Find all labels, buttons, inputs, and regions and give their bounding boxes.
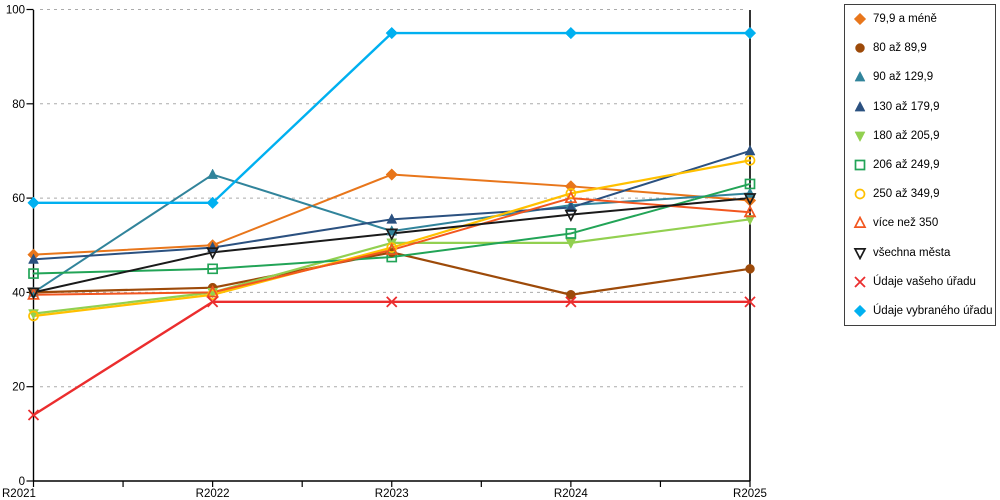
legend-item-9: Údaje vašeho úřadu	[853, 275, 991, 289]
y-tick-label: 80	[12, 99, 25, 111]
legend-item-4: 180 až 205,9	[853, 129, 991, 143]
legend-label: 90 až 129,9	[873, 71, 934, 84]
series-line-9	[32, 300, 752, 417]
y-tick-label: 40	[12, 287, 25, 299]
x-tick-label: R2021	[2, 488, 36, 500]
legend-label: 79,9 a méně	[873, 13, 937, 25]
legend-label: 250 až 349,9	[873, 188, 940, 201]
legend-square-icon	[854, 159, 866, 171]
circle-marker-icon	[745, 264, 755, 274]
legend-triangle-up-icon	[854, 71, 866, 82]
legend-circle-icon	[854, 188, 866, 200]
triangle-up-marker-icon	[854, 71, 866, 82]
legend-label: 206 až 249,9	[873, 158, 940, 171]
x-marker-icon	[206, 296, 219, 308]
circle-marker-icon	[566, 290, 576, 300]
chart-legend: 79,9 a méně 80 až 89,9 90 až 129,9 130 až 1…	[844, 4, 996, 326]
legend-item-8: všechna města	[853, 246, 991, 260]
legend-item-7: více než 350	[853, 216, 991, 230]
legend-x-icon	[854, 276, 866, 288]
circle-marker-icon	[854, 188, 866, 200]
diamond-marker-icon	[564, 26, 578, 40]
triangle-up-marker-icon	[386, 213, 398, 224]
triangle-up-marker-icon	[385, 242, 399, 255]
legend-label: 80 až 89,9	[873, 42, 927, 55]
series-line-1	[32, 251, 752, 296]
triangle-down-marker-icon	[853, 247, 867, 260]
legend-triangle-up-icon	[854, 100, 866, 111]
y-tick-label: 60	[12, 193, 25, 205]
triangle-down-marker-icon	[27, 287, 40, 300]
square-marker-icon	[207, 263, 218, 275]
diamond-marker-icon	[743, 26, 757, 40]
legend-circle-icon	[855, 43, 865, 53]
legend-item-0: 79,9 a méně	[853, 12, 991, 26]
legend-diamond-icon	[853, 304, 867, 318]
triangle-down-marker-icon	[744, 214, 756, 226]
triangle-down-marker-icon	[385, 228, 399, 241]
legend-label: Údaje vašeho úřadu	[873, 275, 976, 288]
legend-label: 180 až 205,9	[873, 129, 940, 142]
x-marker-icon	[386, 296, 398, 308]
triangle-down-marker-icon	[743, 193, 757, 206]
legend-item-3: 130 až 179,9	[853, 100, 991, 114]
legend-item-2: 90 až 129,9	[853, 70, 991, 84]
y-tick-label: 100	[6, 5, 25, 17]
triangle-up-marker-icon	[565, 201, 577, 212]
circle-marker-icon	[744, 155, 756, 166]
y-tick-label: 0	[19, 476, 25, 488]
legend-label: více než 350	[873, 217, 939, 230]
square-marker-icon	[854, 159, 866, 171]
square-marker-icon	[565, 228, 577, 239]
square-marker-icon	[28, 268, 39, 279]
triangle-up-marker-icon	[743, 204, 757, 218]
diamond-marker-icon	[385, 168, 398, 181]
legend-item-5: 206 až 249,9	[853, 158, 991, 172]
diamond-marker-icon	[27, 196, 40, 209]
legend-item-6: 250 až 349,9	[853, 187, 991, 201]
triangle-down-marker-icon	[206, 247, 220, 260]
triangle-up-marker-icon	[853, 216, 867, 229]
x-tick-label: R2024	[554, 488, 588, 500]
triangle-down-marker-icon	[564, 209, 578, 222]
diamond-marker-icon	[385, 26, 398, 40]
circle-marker-icon	[28, 310, 39, 322]
triangle-up-marker-icon	[207, 168, 219, 179]
legend-item-10: Údaje vybraného úřadu	[853, 304, 993, 318]
legend-triangle-down-icon	[853, 247, 867, 260]
triangle-up-marker-icon	[28, 253, 39, 264]
x-marker-icon	[854, 276, 866, 288]
legend-label: 130 až 179,9	[873, 100, 940, 113]
legend-label: všechna města	[873, 246, 951, 259]
triangle-up-marker-icon	[854, 100, 866, 111]
triangle-up-marker-icon	[206, 285, 220, 298]
square-marker-icon	[744, 178, 756, 190]
triangle-up-marker-icon	[744, 187, 756, 198]
diamond-marker-icon	[564, 180, 578, 193]
triangle-up-marker-icon	[564, 190, 578, 204]
diamond-marker-icon	[853, 12, 867, 26]
triangle-up-marker-icon	[207, 241, 219, 252]
x-marker-icon	[27, 409, 40, 421]
legend-triangle-down-icon	[854, 131, 866, 142]
diamond-marker-icon	[206, 196, 219, 209]
circle-marker-icon	[565, 188, 577, 199]
triangle-down-marker-icon	[854, 131, 866, 142]
x-marker-icon	[744, 296, 756, 308]
legend-item-1: 80 až 89,9	[853, 41, 991, 55]
x-marker-icon	[565, 296, 577, 308]
diamond-marker-icon	[853, 304, 867, 318]
x-tick-label: R2023	[375, 488, 409, 500]
circle-marker-icon	[855, 43, 865, 53]
triangle-up-marker-icon	[744, 144, 756, 156]
legend-triangle-up-icon	[853, 216, 867, 229]
y-tick-label: 20	[12, 382, 25, 394]
x-tick-label: R2025	[733, 488, 767, 500]
legend-label: Údaje vybraného úřadu	[873, 304, 993, 317]
x-tick-label: R2022	[196, 488, 230, 500]
legend-diamond-icon	[853, 12, 867, 26]
